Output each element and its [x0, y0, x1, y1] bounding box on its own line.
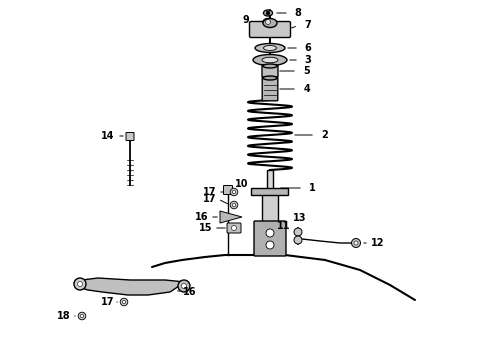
Text: 1: 1 [309, 183, 316, 193]
Circle shape [351, 239, 361, 248]
Text: 14: 14 [101, 131, 115, 141]
Polygon shape [74, 278, 185, 295]
Text: 16: 16 [183, 287, 197, 297]
FancyBboxPatch shape [249, 22, 291, 37]
Text: 11: 11 [277, 221, 291, 231]
Text: 17: 17 [101, 297, 115, 307]
Ellipse shape [263, 64, 277, 68]
Text: 6: 6 [305, 43, 311, 53]
Circle shape [78, 312, 86, 320]
Circle shape [181, 284, 187, 288]
Text: 15: 15 [199, 223, 213, 233]
Text: 4: 4 [304, 84, 310, 94]
Ellipse shape [255, 44, 285, 53]
Circle shape [178, 280, 190, 292]
Text: 9: 9 [243, 15, 249, 25]
Text: 7: 7 [305, 21, 311, 31]
Ellipse shape [264, 45, 276, 50]
Circle shape [120, 298, 128, 306]
Text: 18: 18 [57, 311, 71, 321]
FancyBboxPatch shape [126, 132, 134, 140]
Circle shape [80, 314, 84, 318]
Circle shape [294, 236, 302, 244]
Circle shape [232, 203, 236, 207]
FancyBboxPatch shape [251, 189, 289, 195]
Text: 12: 12 [371, 238, 385, 248]
Circle shape [77, 282, 82, 287]
Ellipse shape [263, 18, 273, 26]
FancyBboxPatch shape [254, 221, 286, 256]
FancyBboxPatch shape [267, 170, 273, 192]
FancyBboxPatch shape [262, 65, 278, 77]
Text: 3: 3 [305, 55, 311, 65]
Ellipse shape [263, 18, 277, 27]
Circle shape [232, 190, 236, 194]
Text: 8: 8 [294, 8, 301, 18]
Text: 5: 5 [304, 66, 310, 76]
Ellipse shape [264, 10, 272, 16]
FancyBboxPatch shape [262, 77, 278, 101]
Polygon shape [220, 211, 242, 223]
Circle shape [294, 228, 302, 236]
FancyBboxPatch shape [227, 223, 241, 233]
Circle shape [266, 19, 270, 24]
Text: 17: 17 [203, 187, 217, 197]
Text: 10: 10 [235, 179, 249, 189]
Circle shape [231, 225, 237, 230]
Circle shape [230, 188, 238, 196]
Text: 2: 2 [321, 130, 328, 140]
Circle shape [122, 300, 126, 304]
Text: 16: 16 [195, 212, 209, 222]
Text: 13: 13 [293, 213, 307, 223]
Circle shape [74, 278, 86, 290]
Circle shape [230, 201, 238, 209]
Circle shape [354, 241, 358, 245]
Ellipse shape [253, 54, 287, 66]
Circle shape [266, 229, 274, 237]
Circle shape [266, 11, 270, 15]
Ellipse shape [263, 76, 277, 80]
Text: 17: 17 [203, 194, 217, 204]
FancyBboxPatch shape [223, 185, 232, 194]
Circle shape [266, 241, 274, 249]
Ellipse shape [262, 57, 278, 63]
FancyBboxPatch shape [262, 192, 278, 222]
